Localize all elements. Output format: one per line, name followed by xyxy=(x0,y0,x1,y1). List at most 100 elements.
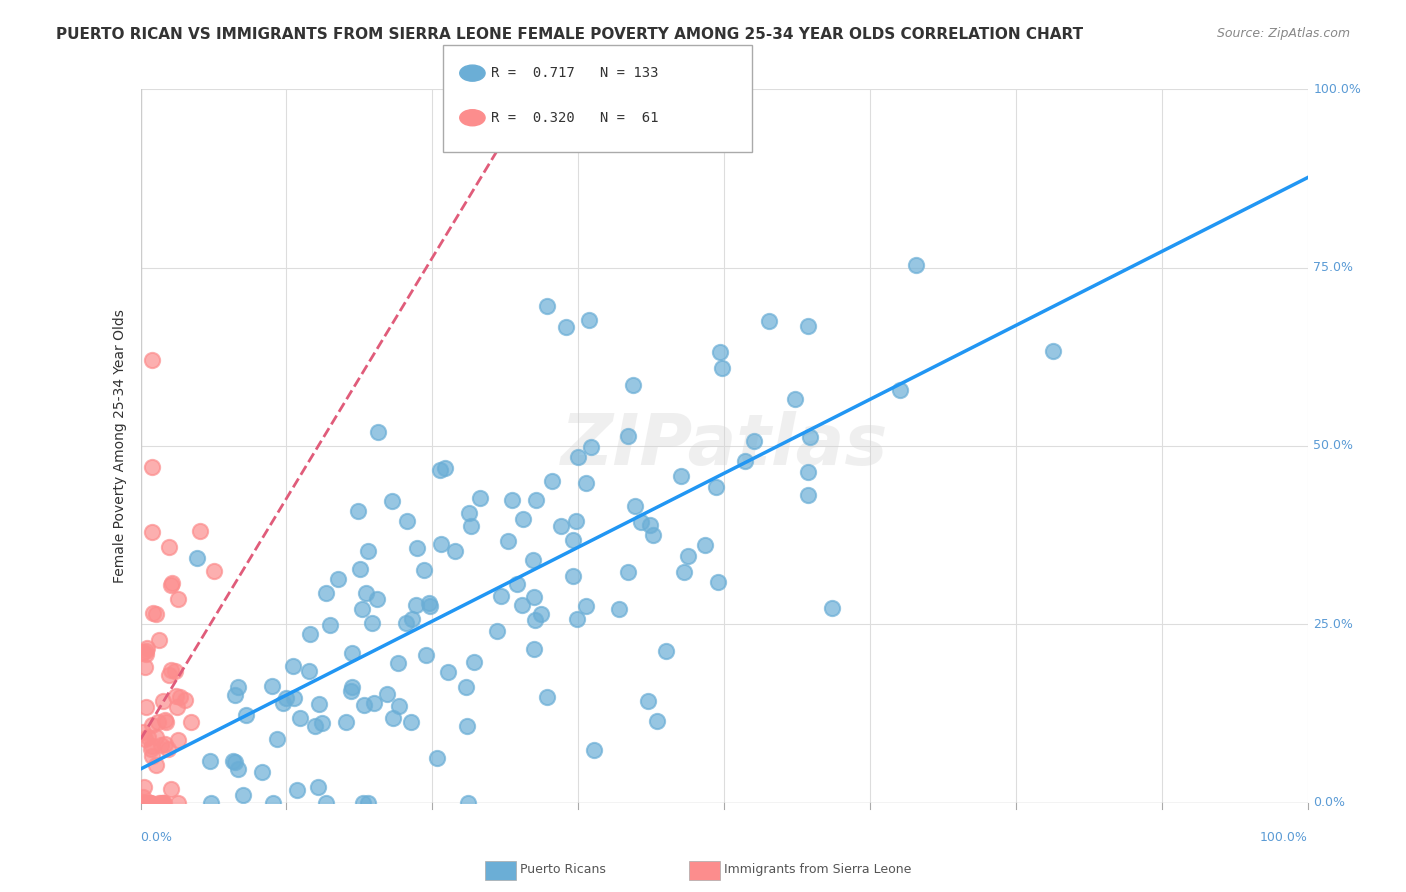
Point xyxy=(353,698,375,713)
Point xyxy=(167,732,190,747)
Point xyxy=(799,430,821,444)
Point xyxy=(141,717,163,731)
Text: ZIPatlas: ZIPatlas xyxy=(561,411,887,481)
Point xyxy=(342,646,364,660)
Point xyxy=(437,665,460,680)
Point xyxy=(904,258,927,272)
Point xyxy=(132,789,155,804)
Point xyxy=(405,599,427,613)
Point xyxy=(298,627,321,641)
Point xyxy=(180,714,202,729)
Point xyxy=(160,663,183,677)
Point xyxy=(361,616,384,631)
Point xyxy=(221,755,243,769)
Text: Source: ZipAtlas.com: Source: ZipAtlas.com xyxy=(1216,27,1350,40)
Point xyxy=(399,715,422,730)
Point xyxy=(354,585,377,599)
Point xyxy=(643,528,665,542)
Point xyxy=(141,741,163,756)
Point xyxy=(288,711,311,725)
Text: R =  0.320   N =  61: R = 0.320 N = 61 xyxy=(491,111,658,125)
Point xyxy=(375,687,398,701)
Point xyxy=(174,693,197,707)
Text: PUERTO RICAN VS IMMIGRANTS FROM SIERRA LEONE FEMALE POVERTY AMONG 25-34 YEAR OLD: PUERTO RICAN VS IMMIGRANTS FROM SIERRA L… xyxy=(56,27,1084,42)
Point xyxy=(315,796,337,810)
Point xyxy=(152,796,174,810)
Point xyxy=(150,738,173,752)
Point xyxy=(153,796,176,810)
Point xyxy=(523,642,546,657)
Point xyxy=(617,566,640,580)
Point xyxy=(734,454,756,468)
Point xyxy=(134,660,156,674)
Point xyxy=(889,383,911,397)
Point xyxy=(135,700,157,714)
Point xyxy=(149,796,172,810)
Point xyxy=(285,782,308,797)
Point xyxy=(283,658,305,673)
Point xyxy=(307,780,329,794)
Point xyxy=(304,719,326,733)
Point xyxy=(152,693,174,707)
Point xyxy=(160,782,183,797)
Point xyxy=(226,680,249,694)
Point xyxy=(298,665,321,679)
Point xyxy=(655,643,678,657)
Text: R =  0.717   N = 133: R = 0.717 N = 133 xyxy=(491,66,658,80)
Point xyxy=(645,714,668,728)
Point xyxy=(581,440,603,454)
Point xyxy=(135,641,157,656)
Point xyxy=(202,564,225,578)
Point xyxy=(429,463,451,477)
Point xyxy=(283,691,305,706)
Point xyxy=(617,429,640,443)
Point xyxy=(152,796,174,810)
Point xyxy=(335,714,357,729)
Point xyxy=(637,694,659,708)
Point xyxy=(188,524,211,538)
Point xyxy=(155,715,177,730)
Point xyxy=(460,519,482,533)
Point xyxy=(169,690,191,704)
Point xyxy=(711,361,734,376)
Point xyxy=(232,788,254,802)
Point xyxy=(821,601,844,615)
Point xyxy=(363,696,385,710)
Point xyxy=(157,742,180,756)
Point xyxy=(443,544,465,558)
Point xyxy=(524,613,547,627)
Point xyxy=(134,796,156,810)
Point xyxy=(160,576,183,591)
Point xyxy=(630,516,652,530)
Point xyxy=(512,512,534,526)
Point xyxy=(523,590,546,604)
Point xyxy=(132,725,155,739)
Point xyxy=(676,549,699,563)
Point xyxy=(388,699,411,714)
Point xyxy=(457,796,479,810)
Point xyxy=(131,645,153,659)
Point xyxy=(456,680,478,694)
Point xyxy=(141,353,163,368)
Point xyxy=(395,615,418,630)
Point xyxy=(496,534,519,549)
Point xyxy=(349,562,371,576)
Point xyxy=(166,591,188,606)
Point xyxy=(134,732,156,747)
Point xyxy=(485,624,508,638)
Point xyxy=(141,524,163,539)
Point xyxy=(583,743,606,757)
Point xyxy=(308,697,330,711)
Text: 0.0%: 0.0% xyxy=(141,831,173,845)
Point xyxy=(426,751,449,765)
Point xyxy=(250,765,273,780)
Point xyxy=(153,713,176,727)
Point xyxy=(550,519,572,533)
Point xyxy=(274,690,297,705)
Point xyxy=(165,689,187,703)
Point xyxy=(669,468,692,483)
Point xyxy=(146,714,169,729)
Point xyxy=(157,668,180,682)
Point xyxy=(564,514,586,528)
Point xyxy=(621,377,644,392)
